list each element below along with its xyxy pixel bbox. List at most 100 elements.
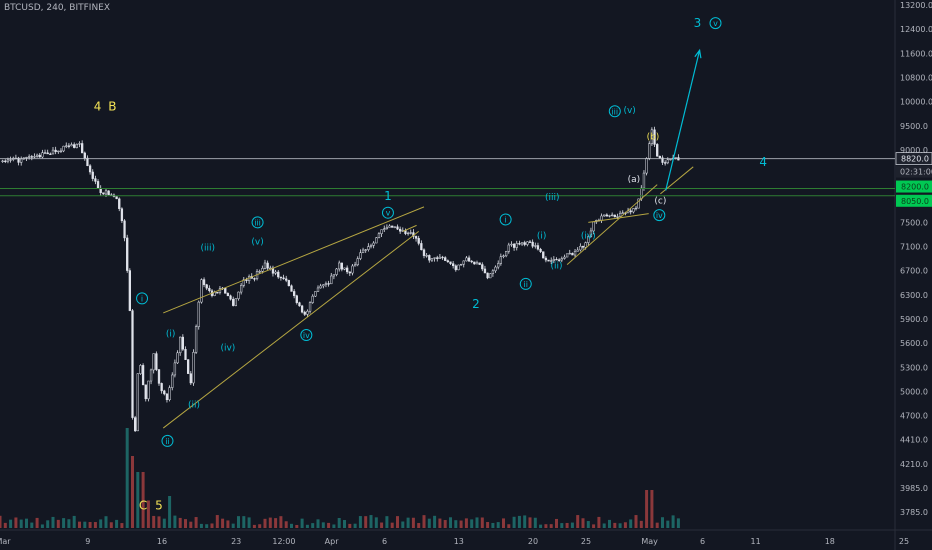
wave-label: 4 [94,99,102,113]
candle-body [266,262,269,269]
volume-bar [401,521,405,528]
volume-bar [486,522,490,528]
time-tick-label: 13 [454,537,464,546]
price-tick-label: 3985.0 [900,484,928,493]
candle-body [335,268,338,275]
volume-bar [369,515,373,528]
volume-bar [56,519,60,528]
volume-bar [337,517,341,528]
candle-body [473,261,476,265]
price-tick-label: 4210.0 [900,460,928,469]
projection-arrow-line [665,50,701,191]
candle-body [168,387,171,400]
wave-label: (iii) [545,193,560,203]
volume-bar [141,472,145,528]
candle-body [486,272,489,279]
volume-bar [491,522,495,528]
candle-body [642,172,646,189]
wave-label: (i) [166,330,176,340]
candle-body [661,157,664,163]
candle-body [81,143,84,154]
volume-bar [523,515,527,528]
candle-body [346,267,349,273]
candle-body [340,262,344,270]
wave-label: (v) [623,106,635,116]
candle-body [165,393,169,400]
candle-body [571,252,574,256]
price-tick-label: 5000.0 [900,387,928,396]
candle-body [391,225,394,228]
candle-body [229,295,232,300]
volume-bar [661,517,664,528]
price-tick-label: 5300.0 [900,363,928,372]
price-tick-label: 9500.0 [900,122,928,131]
candle-body [587,236,590,243]
candle-body [656,144,659,157]
wave-label-circle [519,277,532,290]
volume-bar [539,524,543,528]
volume-bar [0,515,2,528]
trendline [163,206,425,314]
time-tick-label: 6 [382,537,387,546]
candle-body [290,285,293,292]
wave-label: (a) [628,175,641,185]
wave-label-circle [161,434,174,447]
candle-body [510,243,513,246]
wave-label-circle [653,209,666,222]
candle-body [600,215,603,221]
price-tick-label: 6300.0 [900,291,928,300]
volume-bar [597,516,601,528]
candle-body [438,256,442,259]
volume-bar [99,519,103,528]
volume-bar [9,519,13,528]
candle-body [650,129,654,144]
candle-body [669,158,672,161]
candle-body [462,260,465,265]
time-tick-label: Apr [325,537,340,546]
candle-body [287,280,291,287]
countdown-badge [896,165,932,178]
candle-body [134,417,137,432]
candle-body [666,159,669,164]
volume-bar [252,524,256,528]
volume-bar [623,522,627,528]
projection-arrow-head [694,48,702,59]
candle-body [6,159,10,162]
trendline [588,213,649,223]
volume-bar [645,490,649,528]
candle-body [226,293,230,297]
candle-body [531,241,534,247]
candle-body [425,255,428,257]
volume-bar [443,520,447,528]
candle-body [338,262,341,270]
candle-body [351,265,354,274]
candle-body [282,277,285,280]
candle-body [385,227,389,229]
candle-body [330,275,333,285]
volume-bar [502,518,505,528]
candle-body [300,305,304,313]
candle-body [306,310,309,315]
candle-body [30,156,33,158]
candle-body [542,251,545,259]
volume-bar [88,522,92,528]
volume-bar [263,518,267,528]
candle-body [298,302,301,307]
price-tick-label: 7100.0 [900,243,928,252]
volume-bar [411,517,415,528]
volume-bar [136,472,140,528]
candle-body [568,252,571,255]
volume-bar [215,515,219,528]
candle-body [436,257,439,259]
volume-bar [78,521,81,528]
candle-body [518,243,521,245]
volume-bar [639,520,643,528]
candle-body [658,155,662,159]
candle-body [380,229,383,234]
candle-body [449,261,452,264]
price-tick-label: 4700.0 [900,412,928,421]
candle-body [512,243,516,248]
volume-bar [427,518,431,528]
